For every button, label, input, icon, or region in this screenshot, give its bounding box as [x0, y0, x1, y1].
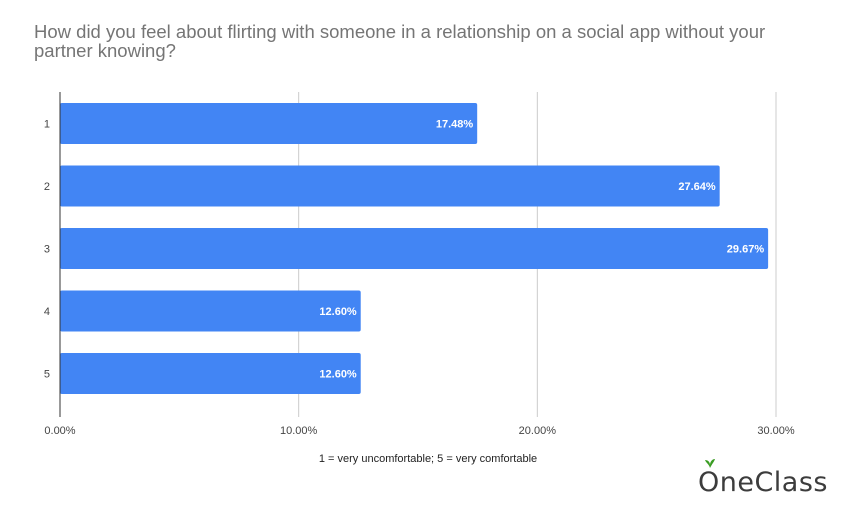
labels: 0.00% 10.00% 20.00% 30.00% 17.48% 1 27.64% 2 29.… [44, 119, 795, 438]
chart-title: How did you feel about flirting with som… [34, 21, 766, 61]
x-tick-label-2: 20.00% [519, 425, 557, 437]
x-tick-label-0: 0.00% [44, 425, 75, 437]
apple-leaf-icon [704, 459, 715, 468]
bar-2 [60, 165, 720, 207]
logo-rest: neClass [719, 467, 828, 498]
x-tick-label-3: 30.00% [757, 425, 795, 437]
y-tick-label-4: 4 [44, 306, 50, 318]
x-tick-label-1: 10.00% [280, 425, 318, 437]
data-label-5: 12.60% [319, 369, 357, 381]
data-label-2: 27.64% [678, 181, 716, 193]
bar-1 [60, 103, 478, 144]
data-label-1: 17.48% [436, 119, 474, 131]
logo-o: O [698, 459, 720, 498]
x-axis-label: 1 = very uncomfortable; 5 = very comfort… [318, 453, 538, 465]
data-label-4: 12.60% [319, 306, 357, 318]
y-tick-label-5: 5 [44, 369, 50, 381]
bar-4 [60, 290, 361, 332]
data-label-3: 29.67% [727, 244, 765, 256]
bar-3 [60, 228, 769, 269]
y-tick-label-1: 1 [44, 119, 50, 131]
y-tick-label-2: 2 [44, 181, 50, 193]
bars [59, 92, 769, 417]
y-tick-label-3: 3 [44, 244, 50, 256]
bar-5 [60, 353, 361, 394]
